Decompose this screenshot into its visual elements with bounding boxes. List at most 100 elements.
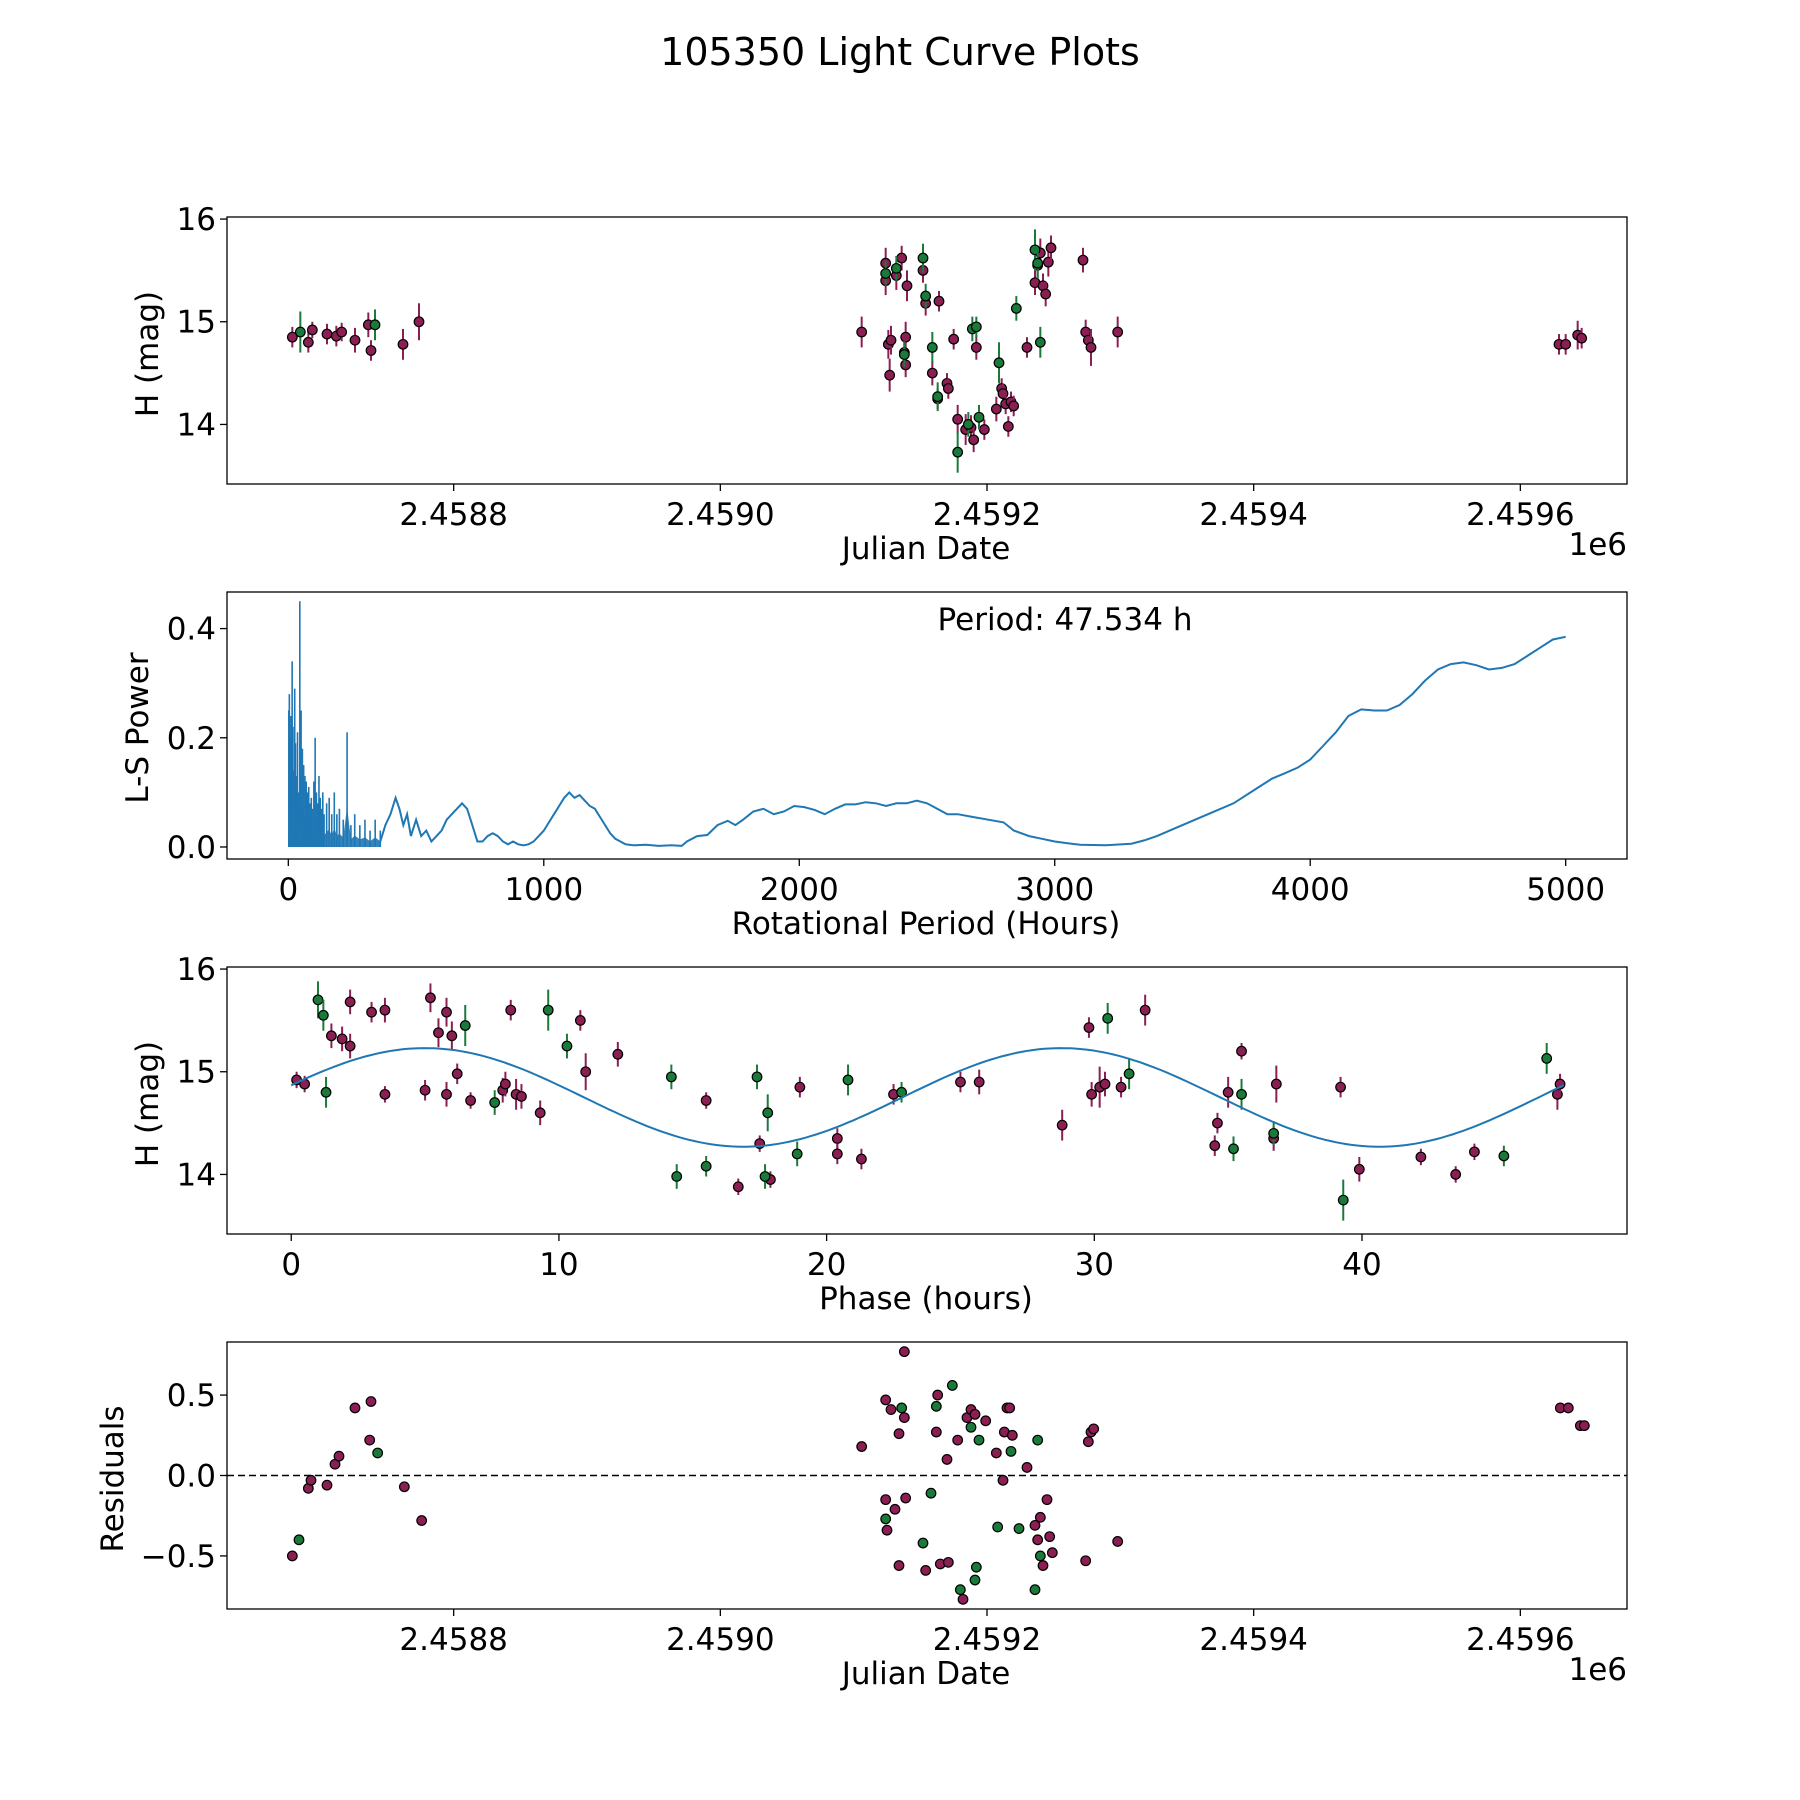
lightcurve-point — [970, 342, 982, 353]
residuals-point — [1021, 1462, 1033, 1473]
phased-point — [1335, 1081, 1346, 1093]
residuals-point — [1034, 1550, 1046, 1562]
residuals-point — [930, 1426, 942, 1438]
residuals-point — [856, 1441, 868, 1452]
phased-point — [794, 1081, 806, 1093]
residuals-point — [880, 1394, 892, 1406]
phased-point — [1083, 1022, 1095, 1033]
residuals-point — [969, 1408, 981, 1420]
phased-point — [759, 1171, 771, 1182]
phased-point — [379, 1088, 391, 1100]
residuals-x-offset: 1e6 — [1568, 1652, 1627, 1688]
phased-point — [1056, 1119, 1068, 1131]
model-curve — [290, 1047, 1565, 1148]
lightcurve-point — [917, 252, 929, 264]
periodogram-dense-region — [288, 760, 381, 847]
residuals-point — [990, 1447, 1002, 1459]
periodogram-axes: 0 1000 2000 3000 4000 5000 0.0 0.2 0.4 — [167, 591, 1628, 908]
residuals-point — [969, 1574, 981, 1586]
phased-point — [366, 1006, 377, 1018]
phased-xtick-label: 10 — [539, 1247, 578, 1283]
periodogram-frame — [226, 591, 1628, 860]
phased-xlabel: Phase (hours) — [819, 1281, 1033, 1317]
residuals-point — [896, 1402, 908, 1414]
phased-point — [1123, 1068, 1135, 1080]
residuals-point — [954, 1584, 966, 1596]
lightcurve-point — [413, 316, 425, 328]
residuals-point — [364, 1434, 376, 1446]
lightcurve-point — [990, 403, 1002, 415]
phased-point — [542, 1004, 554, 1016]
phased-point — [1469, 1146, 1480, 1158]
periodogram-ytick-label: 0.2 — [167, 721, 216, 757]
residuals-point — [1044, 1531, 1056, 1543]
residuals-point — [932, 1389, 944, 1401]
phased-point — [317, 1009, 329, 1021]
phased-point — [762, 1107, 774, 1119]
lightcurve-point — [369, 319, 381, 331]
periodogram-xtick-label: 1000 — [504, 872, 583, 908]
phased-point — [700, 1095, 712, 1106]
lightcurve-xtick-label: 2.4592 — [933, 497, 1041, 533]
phased-point — [1115, 1081, 1127, 1093]
phased-point — [700, 1160, 712, 1172]
periodogram-panel: 0 1000 2000 3000 4000 5000 0.0 0.2 0.4 Rotationa… — [120, 591, 1628, 942]
lightcurve-point — [1085, 342, 1097, 353]
lightcurve-point — [1077, 254, 1089, 266]
phased-point — [1222, 1086, 1234, 1098]
lightcurve-point — [932, 391, 944, 403]
phased-point — [1270, 1078, 1282, 1090]
phased-point — [379, 1004, 391, 1016]
lightcurve-point — [926, 367, 938, 379]
lightcurve-point — [884, 369, 896, 381]
lightcurve-ytick-label: 15 — [177, 305, 216, 341]
periodogram-xtick-label: 0 — [278, 872, 298, 908]
phased-point — [441, 1088, 452, 1100]
periodogram-xlabel: Rotational Period (Hours) — [732, 906, 1121, 942]
phased-point — [1212, 1117, 1223, 1129]
phased-point — [1236, 1088, 1247, 1100]
phased-point — [1337, 1194, 1349, 1206]
lightcurve-point — [1008, 400, 1020, 412]
phased-point — [489, 1097, 501, 1108]
residuals-point — [1005, 1445, 1017, 1457]
residuals-point — [880, 1513, 892, 1525]
lightcurve-point — [962, 419, 974, 430]
residuals-point — [925, 1487, 937, 1499]
residuals-point — [992, 1521, 1004, 1533]
phased-point — [791, 1148, 803, 1160]
lightcurve-point — [890, 262, 902, 274]
lightcurve-point — [1040, 288, 1052, 300]
residuals-ylabel: Residuals — [95, 1405, 131, 1552]
lightcurve-point — [968, 434, 980, 446]
phased-ylabel: H (mag) — [130, 1041, 166, 1167]
residuals-xtick-label: 2.4592 — [933, 1622, 1041, 1658]
lightcurve-point — [321, 328, 333, 340]
phased-point — [665, 1071, 677, 1083]
phased-point — [505, 1004, 517, 1016]
lightcurve-point — [993, 357, 1005, 369]
residuals-ytick-label: 0.5 — [167, 1378, 216, 1414]
residuals-point — [889, 1503, 901, 1515]
periodogram-line — [379, 635, 1566, 847]
residuals-point — [941, 1454, 953, 1465]
phased-point — [459, 1020, 471, 1031]
residuals-point — [365, 1396, 377, 1407]
lightcurve-point — [942, 383, 954, 394]
residuals-point — [1004, 1402, 1016, 1414]
lightcurve-point — [286, 331, 298, 343]
phased-point — [344, 996, 356, 1008]
phased-ytick-label: 15 — [177, 1055, 216, 1091]
phased-xtick-label: 30 — [1075, 1247, 1114, 1283]
lightcurve-ytick-label: 16 — [177, 202, 216, 238]
phased-point — [419, 1084, 431, 1096]
phased-point — [1450, 1169, 1462, 1180]
lightcurve-point — [1045, 242, 1057, 254]
periodogram-ytick-label: 0.0 — [167, 830, 216, 866]
lightcurve-point — [948, 333, 960, 345]
residuals-xtick-label: 2.4590 — [666, 1622, 774, 1658]
residuals-point — [372, 1447, 384, 1459]
phased-point — [561, 1040, 573, 1052]
residuals-point — [893, 1428, 905, 1440]
